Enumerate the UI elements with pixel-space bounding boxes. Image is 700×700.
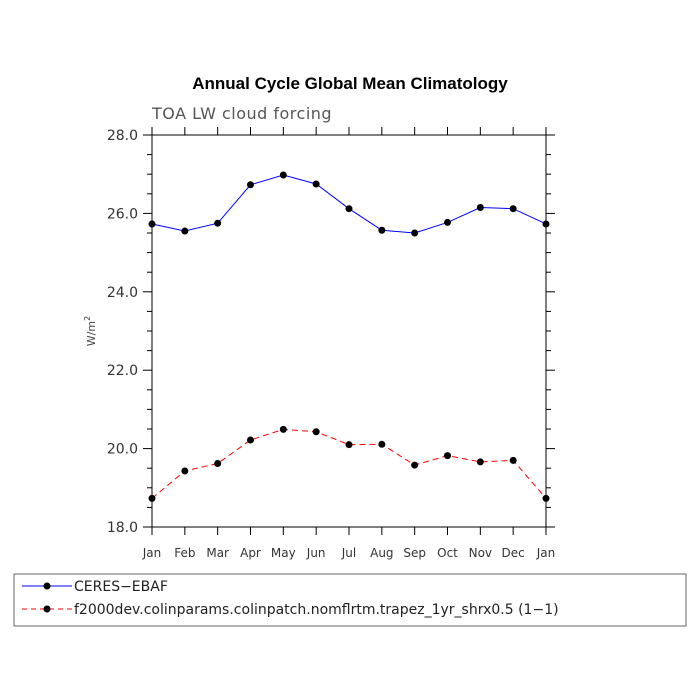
x-tick-label: Apr xyxy=(240,546,261,560)
y-tick-label: 22.0 xyxy=(107,363,138,379)
series-layer xyxy=(148,171,550,502)
chart-subtitle: TOA LW cloud forcing xyxy=(151,104,332,123)
x-tick-label: Nov xyxy=(469,546,492,560)
x-tick-label: Aug xyxy=(370,546,393,560)
x-tick-label: Mar xyxy=(206,546,229,560)
series-line-1 xyxy=(151,428,547,499)
data-point-s1-4 xyxy=(279,425,287,433)
data-point-s0-11 xyxy=(509,205,517,213)
data-point-s0-6 xyxy=(345,205,353,213)
data-point-s1-7 xyxy=(378,440,386,448)
legend: CERES−EBAF f2000dev.colinparams.colinpat… xyxy=(13,573,687,627)
legend-label-0: CERES−EBAF xyxy=(74,579,168,595)
data-point-s0-8 xyxy=(411,229,419,237)
series-line-0 xyxy=(151,174,547,234)
x-tick-label: Sep xyxy=(403,546,426,560)
data-point-s0-12 xyxy=(542,220,550,228)
y-axis-label-superscript: 2 xyxy=(83,316,92,321)
y-axis-label-text: W/m xyxy=(85,321,98,346)
plot-frame xyxy=(151,134,547,528)
legend-box xyxy=(13,573,687,627)
data-point-s0-1 xyxy=(181,227,189,235)
data-point-s1-8 xyxy=(411,461,419,469)
data-point-s1-1 xyxy=(181,467,189,475)
legend-marker-0 xyxy=(43,582,51,590)
y-tick-label: 26.0 xyxy=(107,206,138,222)
x-tick-label: Jun xyxy=(306,546,326,560)
data-point-s1-3 xyxy=(247,436,254,444)
data-point-s0-2 xyxy=(214,219,222,227)
data-point-s1-5 xyxy=(312,428,320,436)
x-tick-label: Oct xyxy=(437,546,458,560)
data-point-s1-11 xyxy=(509,456,517,464)
data-point-s1-6 xyxy=(345,441,353,449)
x-tick-label: Jan xyxy=(142,546,162,560)
data-point-s0-7 xyxy=(378,226,386,234)
y-tick-label: 24.0 xyxy=(107,285,138,301)
data-point-s1-0 xyxy=(148,494,156,502)
chart-title: Annual Cycle Global Mean Climatology xyxy=(192,74,508,93)
x-tick-label: Feb xyxy=(174,546,195,560)
data-point-s1-9 xyxy=(444,452,451,460)
data-point-s0-3 xyxy=(247,181,254,189)
data-point-s1-12 xyxy=(542,494,550,502)
y-tick-label: 18.0 xyxy=(107,520,138,536)
x-tick-label: Jan xyxy=(536,546,556,560)
data-point-s0-4 xyxy=(279,171,287,179)
legend-label-1: f2000dev.colinparams.colinpatch.nomflrtm… xyxy=(74,602,559,618)
legend-marker-1 xyxy=(43,605,51,613)
x-tick-label: Jul xyxy=(341,546,356,560)
data-point-s0-5 xyxy=(312,180,320,188)
x-tick-label: Dec xyxy=(502,546,525,560)
data-point-s1-2 xyxy=(214,459,222,467)
data-point-s1-10 xyxy=(476,458,484,466)
y-tick-label: 28.0 xyxy=(107,128,138,144)
y-axis-label: W/m2 xyxy=(83,316,98,346)
y-tick-label: 20.0 xyxy=(107,442,138,458)
data-point-s0-0 xyxy=(148,220,156,228)
x-axis: Jan Feb Mar Apr May Jun Jul Aug Sep Oct Nov Dec Jan xyxy=(142,127,556,560)
data-point-s0-9 xyxy=(444,218,451,226)
y-axis: 18.0 20.0 22.0 24.0 26.0 28.0 xyxy=(107,128,555,536)
data-point-s0-10 xyxy=(476,204,484,212)
x-tick-label: May xyxy=(271,546,296,560)
